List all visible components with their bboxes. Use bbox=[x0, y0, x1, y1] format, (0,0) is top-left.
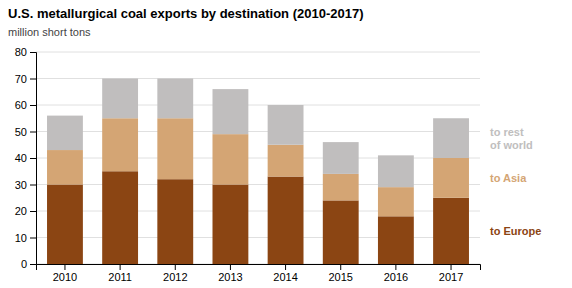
tick: 2016 bbox=[384, 264, 408, 283]
tick-label: 40 bbox=[15, 152, 27, 164]
bar bbox=[323, 174, 359, 201]
bar bbox=[268, 145, 304, 177]
tick-label: 0 bbox=[21, 258, 27, 270]
tick-mark bbox=[30, 132, 36, 133]
tick-label: 2015 bbox=[328, 271, 352, 283]
bar bbox=[268, 105, 304, 145]
tick: 60 bbox=[15, 99, 36, 111]
tick-mark bbox=[340, 264, 341, 270]
tick: 30 bbox=[15, 179, 36, 191]
bar bbox=[47, 185, 83, 265]
tick-label: 2012 bbox=[163, 271, 187, 283]
grid-line bbox=[36, 52, 480, 53]
bar bbox=[378, 216, 414, 264]
bars bbox=[47, 79, 469, 265]
tick-mark bbox=[175, 264, 176, 270]
tick: 2013 bbox=[218, 264, 242, 283]
tick: 2012 bbox=[163, 264, 187, 283]
bar bbox=[47, 116, 83, 150]
subtitle: million short tons bbox=[8, 26, 91, 38]
tick-mark bbox=[64, 264, 65, 270]
tick: 2010 bbox=[53, 264, 77, 283]
tick-mark bbox=[30, 185, 36, 186]
bar bbox=[268, 177, 304, 264]
tick: 40 bbox=[15, 152, 36, 164]
series bbox=[47, 118, 469, 216]
bar bbox=[157, 118, 193, 179]
tick-label: 50 bbox=[15, 126, 27, 138]
tick-mark bbox=[30, 211, 36, 212]
chart: U.S. metallurgical coal exports by desti… bbox=[0, 0, 572, 288]
tick: 80 bbox=[15, 46, 36, 58]
axis-line bbox=[37, 265, 481, 271]
series bbox=[47, 79, 469, 188]
tick-mark bbox=[30, 52, 36, 53]
bar bbox=[212, 185, 248, 265]
tick: 50 bbox=[15, 126, 36, 138]
y-axis: 0 10 20 30 40 50 60 70 80 bbox=[15, 46, 37, 270]
bar bbox=[378, 155, 414, 187]
x-axis: 2010 2011 2012 2013 2014 2015 2016 2017 bbox=[37, 264, 481, 283]
tick-mark bbox=[30, 79, 36, 80]
legend-entry: to restof world bbox=[490, 126, 533, 151]
axis-line bbox=[30, 53, 37, 265]
bar bbox=[433, 118, 469, 158]
tick: 2011 bbox=[108, 264, 132, 283]
tick-mark bbox=[395, 264, 396, 270]
tick-label: 2014 bbox=[273, 271, 297, 283]
bar bbox=[157, 79, 193, 119]
tick: 2015 bbox=[328, 264, 352, 283]
tick: 2014 bbox=[273, 264, 297, 283]
bar bbox=[433, 198, 469, 264]
bar bbox=[47, 150, 83, 184]
tick-label: 2011 bbox=[108, 271, 132, 283]
tick: 0 bbox=[21, 258, 36, 270]
tick-mark bbox=[30, 158, 36, 159]
tick-mark bbox=[451, 264, 452, 270]
tick-label: 2017 bbox=[439, 271, 463, 283]
bar bbox=[433, 158, 469, 198]
bar bbox=[323, 200, 359, 264]
bar bbox=[102, 79, 138, 119]
tick-label: 2010 bbox=[53, 271, 77, 283]
bar bbox=[102, 171, 138, 264]
tick: 10 bbox=[15, 232, 36, 244]
tick-label: 2016 bbox=[384, 271, 408, 283]
grid bbox=[36, 52, 480, 264]
tick: 2017 bbox=[439, 264, 463, 283]
tick-label: 30 bbox=[15, 179, 27, 191]
tick-mark bbox=[30, 264, 36, 265]
legend-entry: to Asia bbox=[490, 172, 527, 184]
tick-label: 60 bbox=[15, 99, 27, 111]
bar bbox=[212, 134, 248, 184]
tick-label: 10 bbox=[15, 232, 27, 244]
tick: 70 bbox=[15, 73, 36, 85]
tick-label: 2013 bbox=[218, 271, 242, 283]
bar bbox=[212, 89, 248, 134]
legend: to Europe to Asia to restof world bbox=[490, 126, 541, 237]
tick-mark bbox=[230, 264, 231, 270]
plot: 0102030405060708020102011201220132014201… bbox=[15, 46, 481, 283]
tick-label: 70 bbox=[15, 73, 27, 85]
legend-entry: to Europe bbox=[490, 225, 541, 237]
tick-mark bbox=[30, 105, 36, 106]
tick-label: 20 bbox=[15, 205, 27, 217]
tick-mark bbox=[285, 264, 286, 270]
bar bbox=[323, 142, 359, 174]
bar bbox=[378, 187, 414, 216]
tick-mark bbox=[120, 264, 121, 270]
title: U.S. metallurgical coal exports by desti… bbox=[8, 6, 363, 21]
tick-mark bbox=[30, 238, 36, 239]
bar bbox=[157, 179, 193, 264]
tick: 20 bbox=[15, 205, 36, 217]
tick-label: 80 bbox=[15, 46, 27, 58]
bar bbox=[102, 118, 138, 171]
